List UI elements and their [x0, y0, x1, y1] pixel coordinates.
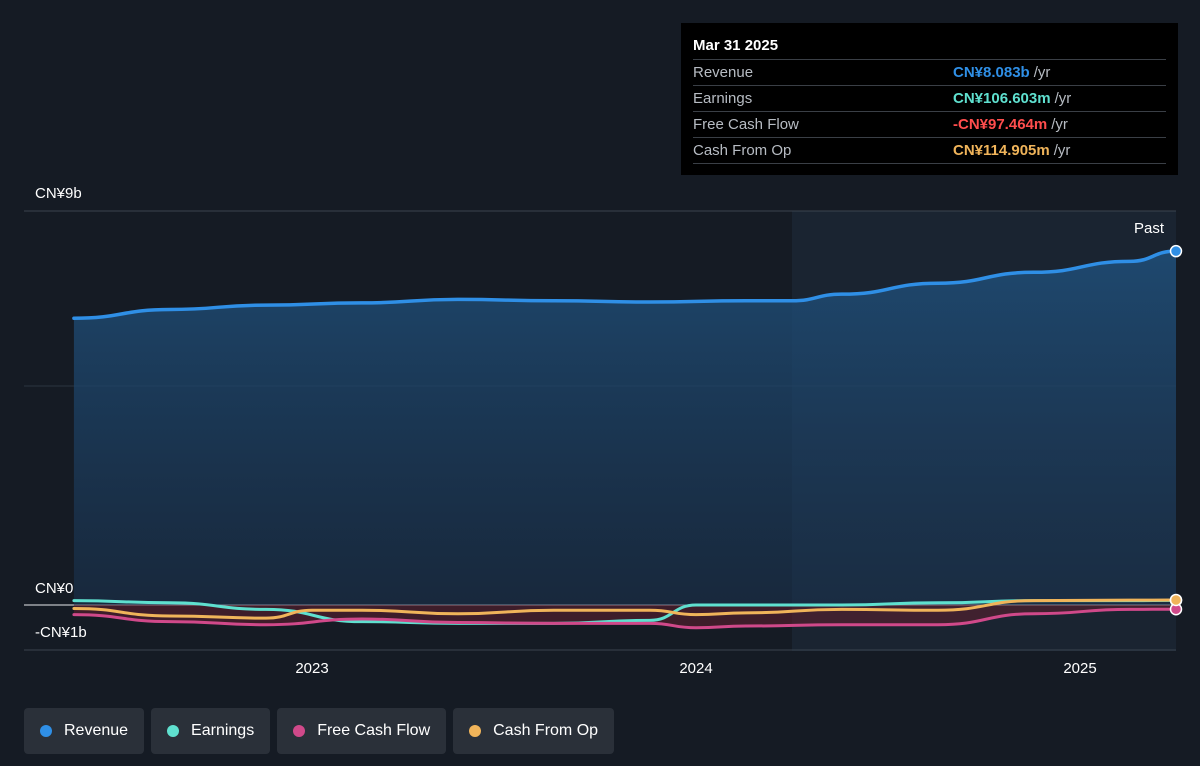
y-tick-label-zero: CN¥0 — [35, 580, 74, 597]
x-tick-label-2025: 2025 — [1063, 660, 1097, 677]
end-point-cash-from-op — [1169, 593, 1183, 607]
tooltip-label: Free Cash Flow — [693, 116, 799, 133]
tooltip-unit: /yr — [1051, 116, 1068, 133]
series-line-cash-from-op — [72, 598, 1178, 620]
tooltip-value: CN¥114.905m — [953, 142, 1050, 159]
tooltip-value: CN¥8.083b — [953, 64, 1030, 81]
legend-label: Cash From Op — [493, 722, 599, 739]
legend-label: Free Cash Flow — [317, 722, 431, 739]
tooltip-value: -CN¥97.464m — [953, 116, 1048, 133]
tooltip-unit: /yr — [1054, 90, 1072, 107]
tooltip-row-free-cash-flow: Free Cash Flow -CN¥97.464m /yr — [693, 111, 1166, 137]
tooltip-label: Revenue — [693, 64, 754, 81]
legend-label: Revenue — [64, 722, 129, 739]
series-line-free-cash-flow — [72, 607, 1178, 630]
legend-dot-icon — [40, 725, 52, 737]
legend-dot-icon — [469, 725, 482, 737]
legend-item-revenue[interactable]: Revenue — [24, 708, 145, 754]
end-point-revenue — [1169, 244, 1183, 258]
legend-item-free-cash-flow[interactable]: Free Cash Flow — [277, 708, 447, 754]
tooltip-row-earnings: Earnings CN¥106.603m /yr — [693, 85, 1166, 111]
legend-item-cash-from-op[interactable]: Cash From Op — [453, 708, 615, 754]
data-tooltip: Mar 31 2025 Revenue CN¥8.083b /yr Earnin… — [681, 23, 1178, 175]
tooltip-label: Cash From Op — [693, 142, 792, 159]
x-tick-label-2024: 2024 — [679, 660, 713, 677]
legend-item-earnings[interactable]: Earnings — [151, 708, 271, 754]
series-line-revenue — [72, 249, 1178, 321]
legend-dot-icon — [167, 725, 180, 737]
tooltip-label: Earnings — [693, 90, 753, 107]
legend-dot-icon — [293, 725, 306, 737]
chart-legend: Revenue Earnings Free Cash Flow Cash Fro… — [24, 708, 615, 754]
tooltip-value: CN¥106.603m — [953, 90, 1051, 107]
end-dots-layer — [1169, 244, 1183, 616]
tooltip-row-revenue: Revenue CN¥8.083b /yr — [693, 59, 1166, 85]
series-area-revenue — [73, 251, 1176, 605]
x-tick-label-2023: 2023 — [295, 660, 329, 677]
tooltip-unit: /yr — [1053, 142, 1071, 159]
series-layer — [72, 249, 1178, 630]
tooltip-unit: /yr — [1033, 64, 1051, 81]
tooltip-date: Mar 31 2025 — [693, 37, 779, 54]
legend-label: Earnings — [191, 722, 255, 739]
tooltip-row-cash-from-op: Cash From Op CN¥114.905m /yr — [693, 137, 1166, 164]
y-tick-label-max: CN¥9b — [35, 185, 82, 202]
past-label: Past — [1133, 220, 1164, 237]
y-tick-label-min: -CN¥1b — [35, 624, 87, 641]
